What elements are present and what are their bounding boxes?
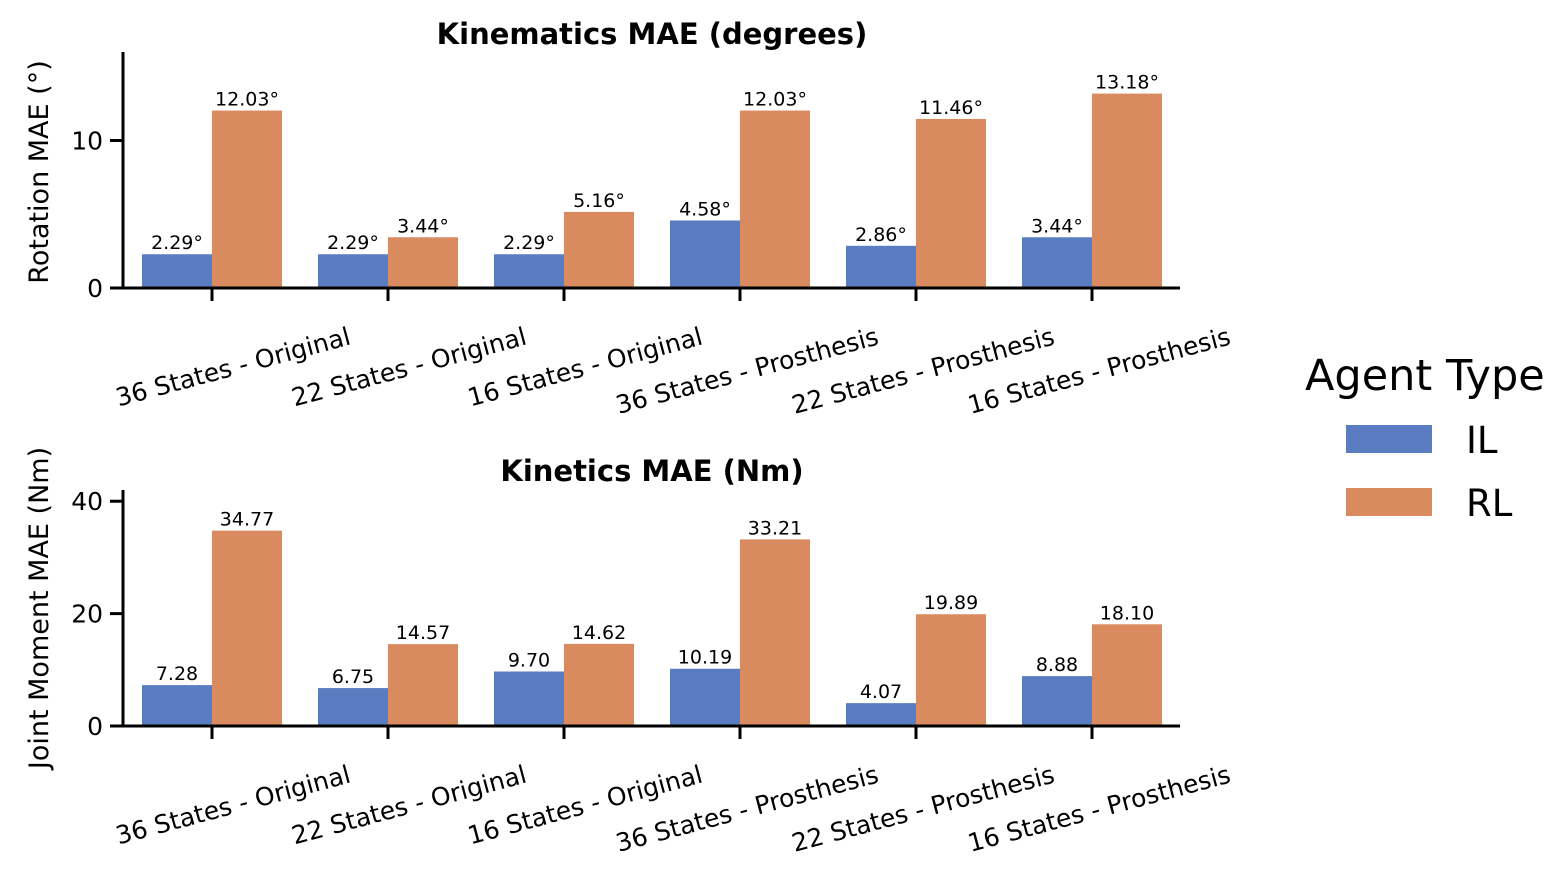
bar-il-1-4 <box>846 703 916 726</box>
bar-il-1-5 <box>1022 676 1092 726</box>
bar-rl-0-5 <box>1092 93 1162 288</box>
data-label-il-0-4: 2.86° <box>855 224 907 246</box>
data-label-il-1-1: 6.75 <box>332 666 374 688</box>
data-label-rl-0-3: 12.03° <box>743 89 807 111</box>
legend-label-il: IL <box>1466 419 1498 462</box>
bar-rl-0-0 <box>212 110 282 289</box>
chart-title-0: Kinematics MAE (degrees) <box>437 17 868 51</box>
bar-il-0-3 <box>670 220 740 288</box>
data-label-il-0-3: 4.58° <box>679 198 731 220</box>
data-label-il-1-4: 4.07 <box>860 681 902 703</box>
data-label-il-1-5: 8.88 <box>1036 654 1078 676</box>
legend-title: Agent Type <box>1305 351 1545 401</box>
data-label-rl-0-0: 12.03° <box>215 89 279 111</box>
bar-rl-0-1 <box>388 237 458 288</box>
bar-rl-1-3 <box>740 539 810 726</box>
data-label-rl-0-5: 13.18° <box>1095 72 1159 94</box>
data-label-rl-0-1: 3.44° <box>397 215 449 237</box>
y-axis-label-1: Joint Moment MAE (Nm) <box>24 447 55 771</box>
data-label-rl-1-5: 18.10 <box>1100 602 1154 624</box>
bar-il-1-3 <box>670 668 740 726</box>
legend-label-rl: RL <box>1466 482 1513 525</box>
y-tick-label-1-2: 40 <box>71 487 103 516</box>
data-label-il-0-5: 3.44° <box>1031 215 1083 237</box>
bar-il-0-2 <box>494 254 564 288</box>
y-tick-label-0-0: 0 <box>87 274 103 303</box>
legend: Agent Type IL RL <box>1305 351 1545 525</box>
bar-rl-0-2 <box>564 211 634 288</box>
data-label-rl-0-2: 5.16° <box>573 190 625 212</box>
bar-il-1-1 <box>318 688 388 726</box>
chart-layer: Kinematics MAE (degrees) Rotation MAE (°)… <box>24 17 1234 858</box>
data-label-il-1-2: 9.70 <box>508 649 550 671</box>
data-label-il-0-1: 2.29° <box>327 232 379 254</box>
bar-il-0-4 <box>846 245 916 288</box>
bar-rl-0-4 <box>916 118 986 288</box>
bar-il-1-2 <box>494 671 564 726</box>
data-label-rl-0-4: 11.46° <box>919 97 983 119</box>
data-label-rl-1-2: 14.62 <box>572 622 626 644</box>
bar-rl-1-0 <box>212 530 282 726</box>
data-label-il-1-3: 10.19 <box>678 647 732 669</box>
bar-rl-1-4 <box>916 614 986 726</box>
data-label-rl-1-4: 19.89 <box>924 592 978 614</box>
bar-rl-0-3 <box>740 110 810 289</box>
data-label-il-1-0: 7.28 <box>156 663 198 685</box>
bar-il-0-1 <box>318 254 388 288</box>
data-label-il-0-2: 2.29° <box>503 232 555 254</box>
bar-rl-1-2 <box>564 643 634 726</box>
data-label-rl-1-0: 34.77 <box>220 509 274 531</box>
bar-il-0-0 <box>142 254 212 288</box>
legend-swatch-il <box>1346 425 1432 453</box>
legend-swatch-rl <box>1346 488 1432 516</box>
data-label-rl-1-3: 33.21 <box>748 517 802 539</box>
bar-rl-1-5 <box>1092 624 1162 726</box>
y-tick-label-1-0: 0 <box>87 712 103 741</box>
bar-il-1-0 <box>142 685 212 726</box>
chart-title-1: Kinetics MAE (Nm) <box>500 454 803 488</box>
y-tick-label-0-1: 10 <box>71 127 103 156</box>
bar-il-0-5 <box>1022 237 1092 288</box>
y-tick-label-1-1: 20 <box>71 600 103 629</box>
data-label-il-0-0: 2.29° <box>151 232 203 254</box>
bar-rl-1-1 <box>388 644 458 726</box>
y-axis-label-0: Rotation MAE (°) <box>24 60 55 283</box>
data-label-rl-1-1: 14.57 <box>396 622 450 644</box>
